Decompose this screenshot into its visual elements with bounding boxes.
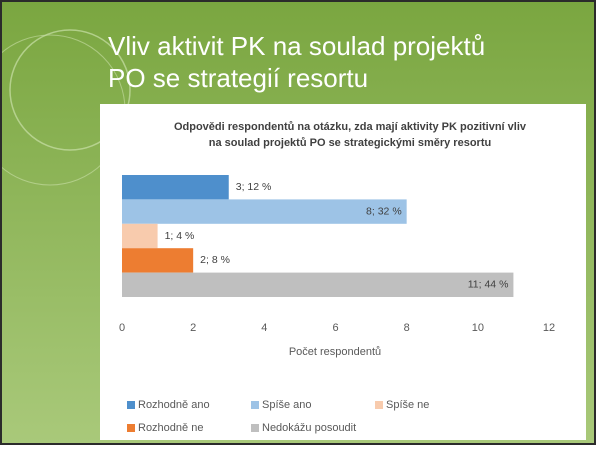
x-tick-label: 8 <box>404 322 410 334</box>
legend-swatch <box>127 401 135 409</box>
legend-label: Rozhodně ano <box>138 399 210 411</box>
bar <box>122 175 229 200</box>
slide-title-2: PO se strategií resortu <box>108 63 368 93</box>
legend-swatch <box>375 401 383 409</box>
x-tick-label: 6 <box>332 322 338 334</box>
x-tick-label: 2 <box>190 322 196 334</box>
slide-title-1: Vliv aktivit PK na soulad projektů <box>108 31 485 61</box>
data-label: 1; 4 % <box>165 230 195 242</box>
x-axis-label: Počet respondentů <box>289 346 381 358</box>
bar <box>122 248 194 273</box>
chart-title: na soulad projektů PO se strategickými s… <box>209 137 491 149</box>
legend-swatch <box>251 424 259 432</box>
x-tick-label: 10 <box>472 322 484 334</box>
data-label: 3; 12 % <box>236 181 272 193</box>
bar <box>122 199 407 224</box>
bar <box>122 272 514 297</box>
legend-label: Rozhodně ne <box>138 422 203 434</box>
x-tick-label: 12 <box>543 322 555 334</box>
chart-title: Odpovědi respondentů na otázku, zda mají… <box>174 121 527 133</box>
legend-label: Nedokážu posoudit <box>262 422 356 434</box>
legend-label: Spíše ne <box>386 399 429 411</box>
legend-label: Spíše ano <box>262 399 312 411</box>
x-tick-label: 4 <box>261 322 267 334</box>
legend-swatch <box>127 424 135 432</box>
data-label: 8; 32 % <box>366 205 402 217</box>
bar <box>122 223 158 249</box>
chart: Odpovědi respondentů na otázku, zda mají… <box>119 121 555 434</box>
legend-swatch <box>251 401 259 409</box>
x-tick-label: 0 <box>119 322 125 334</box>
data-label: 2; 8 % <box>200 254 230 266</box>
decoration <box>9 29 131 151</box>
data-label: 11; 44 % <box>468 279 509 291</box>
